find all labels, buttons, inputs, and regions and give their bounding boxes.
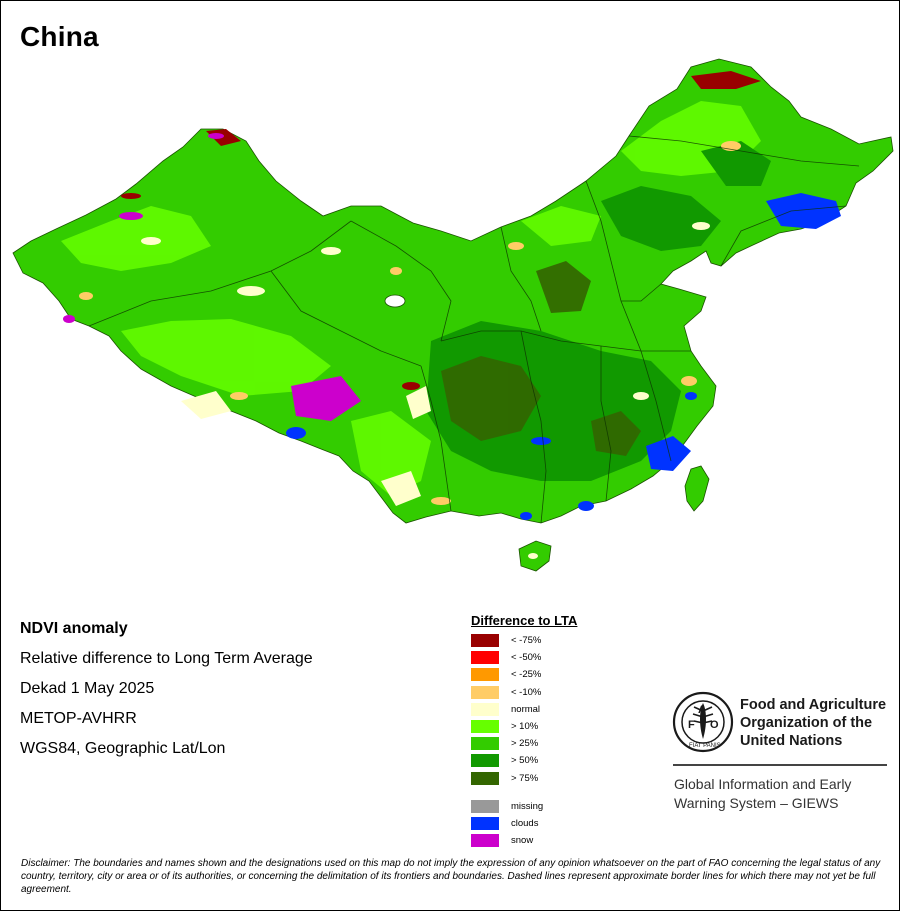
organization-name: Food and Agriculture Organization of the… <box>740 696 886 750</box>
disclaimer: Disclaimer: The boundaries and names sho… <box>21 858 881 895</box>
china-landmass <box>12 58 894 524</box>
legend-item: > 25% <box>471 735 577 752</box>
ndvi-anomaly-map <box>12 58 894 572</box>
legend-item: snow <box>471 832 577 849</box>
product-info: NDVI anomaly Relative difference to Long… <box>20 619 313 769</box>
province-boundaries <box>88 135 860 524</box>
fao-logo-motto: FIAT PANIS <box>689 743 721 749</box>
legend-label: > 25% <box>511 738 539 750</box>
legend-swatch <box>471 737 499 751</box>
legend-item: missing <box>471 798 577 815</box>
legend-item: > 10% <box>471 718 577 735</box>
legend-item: < -75% <box>471 632 577 649</box>
legend-swatch <box>471 720 499 734</box>
legend-swatch <box>471 651 499 665</box>
legend-items: < -75% < -50% < -25% < -10% normal > 10% > 25%… <box>471 632 577 849</box>
legend-label: < -50% <box>511 652 542 664</box>
legend-label: > 75% <box>511 772 539 784</box>
legend-swatch <box>471 754 499 768</box>
legend-swatch <box>471 634 499 648</box>
legend-label: missing <box>511 800 544 812</box>
fao-logo-letter-f: F <box>688 719 695 731</box>
legend-item: normal <box>471 701 577 718</box>
legend-title: Difference to LTA <box>471 613 578 628</box>
legend-label: < -25% <box>511 669 542 681</box>
legend-swatch <box>471 668 499 682</box>
fao-logo-letter-a: A <box>698 704 706 716</box>
legend-item: < -10% <box>471 684 577 701</box>
fao-logo-letter-o: O <box>710 719 719 731</box>
fao-logo: F A O FIAT PANIS <box>672 691 734 753</box>
legend-item: < -50% <box>471 649 577 666</box>
organization-name-line-3: United Nations <box>740 733 843 749</box>
legend-label: normal <box>511 703 541 715</box>
legend-item: > 50% <box>471 752 577 769</box>
legend-label: < -10% <box>511 686 542 698</box>
normal-areas <box>141 222 710 506</box>
vegetation-darkest-green <box>441 261 641 456</box>
legend-swatch <box>471 685 499 699</box>
cloud-areas <box>286 193 841 520</box>
legend-swatch <box>471 702 499 716</box>
qinghai-lake <box>384 294 406 308</box>
legend-swatch <box>471 834 499 848</box>
legend-item: < -25% <box>471 666 577 683</box>
product-name: NDVI anomaly <box>20 620 128 637</box>
legend-swatch <box>471 771 499 785</box>
product-projection: WGS84, Geographic Lat/Lon <box>20 740 226 757</box>
product-date: Dekad 1 May 2025 <box>20 680 155 697</box>
product-description: Relative difference to Long Term Average <box>20 650 313 667</box>
legend-label: > 10% <box>511 721 539 733</box>
product-sensor: METOP-AVHRR <box>20 710 137 727</box>
legend-item: > 75% <box>471 770 577 787</box>
map-legend: Difference to LTA < -75% < -50% < -25% < -1… <box>471 613 577 849</box>
giews-name-line-2: Warning System – GIEWS <box>674 795 839 811</box>
legend-item: clouds <box>471 815 577 832</box>
hainan-normal-area <box>528 553 538 559</box>
legend-label: snow <box>511 835 534 847</box>
legend-swatch <box>471 799 499 813</box>
organization-name-line-1: Food and Agriculture <box>740 697 887 713</box>
taiwan-island <box>684 465 710 512</box>
giews-name: Global Information and Early Warning Sys… <box>674 775 851 813</box>
organization-divider <box>673 764 887 766</box>
legend-label: > 50% <box>511 755 539 767</box>
legend-swatch <box>471 816 499 830</box>
snow-areas <box>63 133 361 421</box>
legend-label: < -75% <box>511 635 542 647</box>
mild-deficit-areas <box>79 141 741 505</box>
giews-name-line-1: Global Information and Early <box>674 776 852 792</box>
map-title: China <box>20 21 99 52</box>
organization-name-line-2: Organization of the <box>740 715 873 731</box>
legend-label: clouds <box>511 817 539 829</box>
